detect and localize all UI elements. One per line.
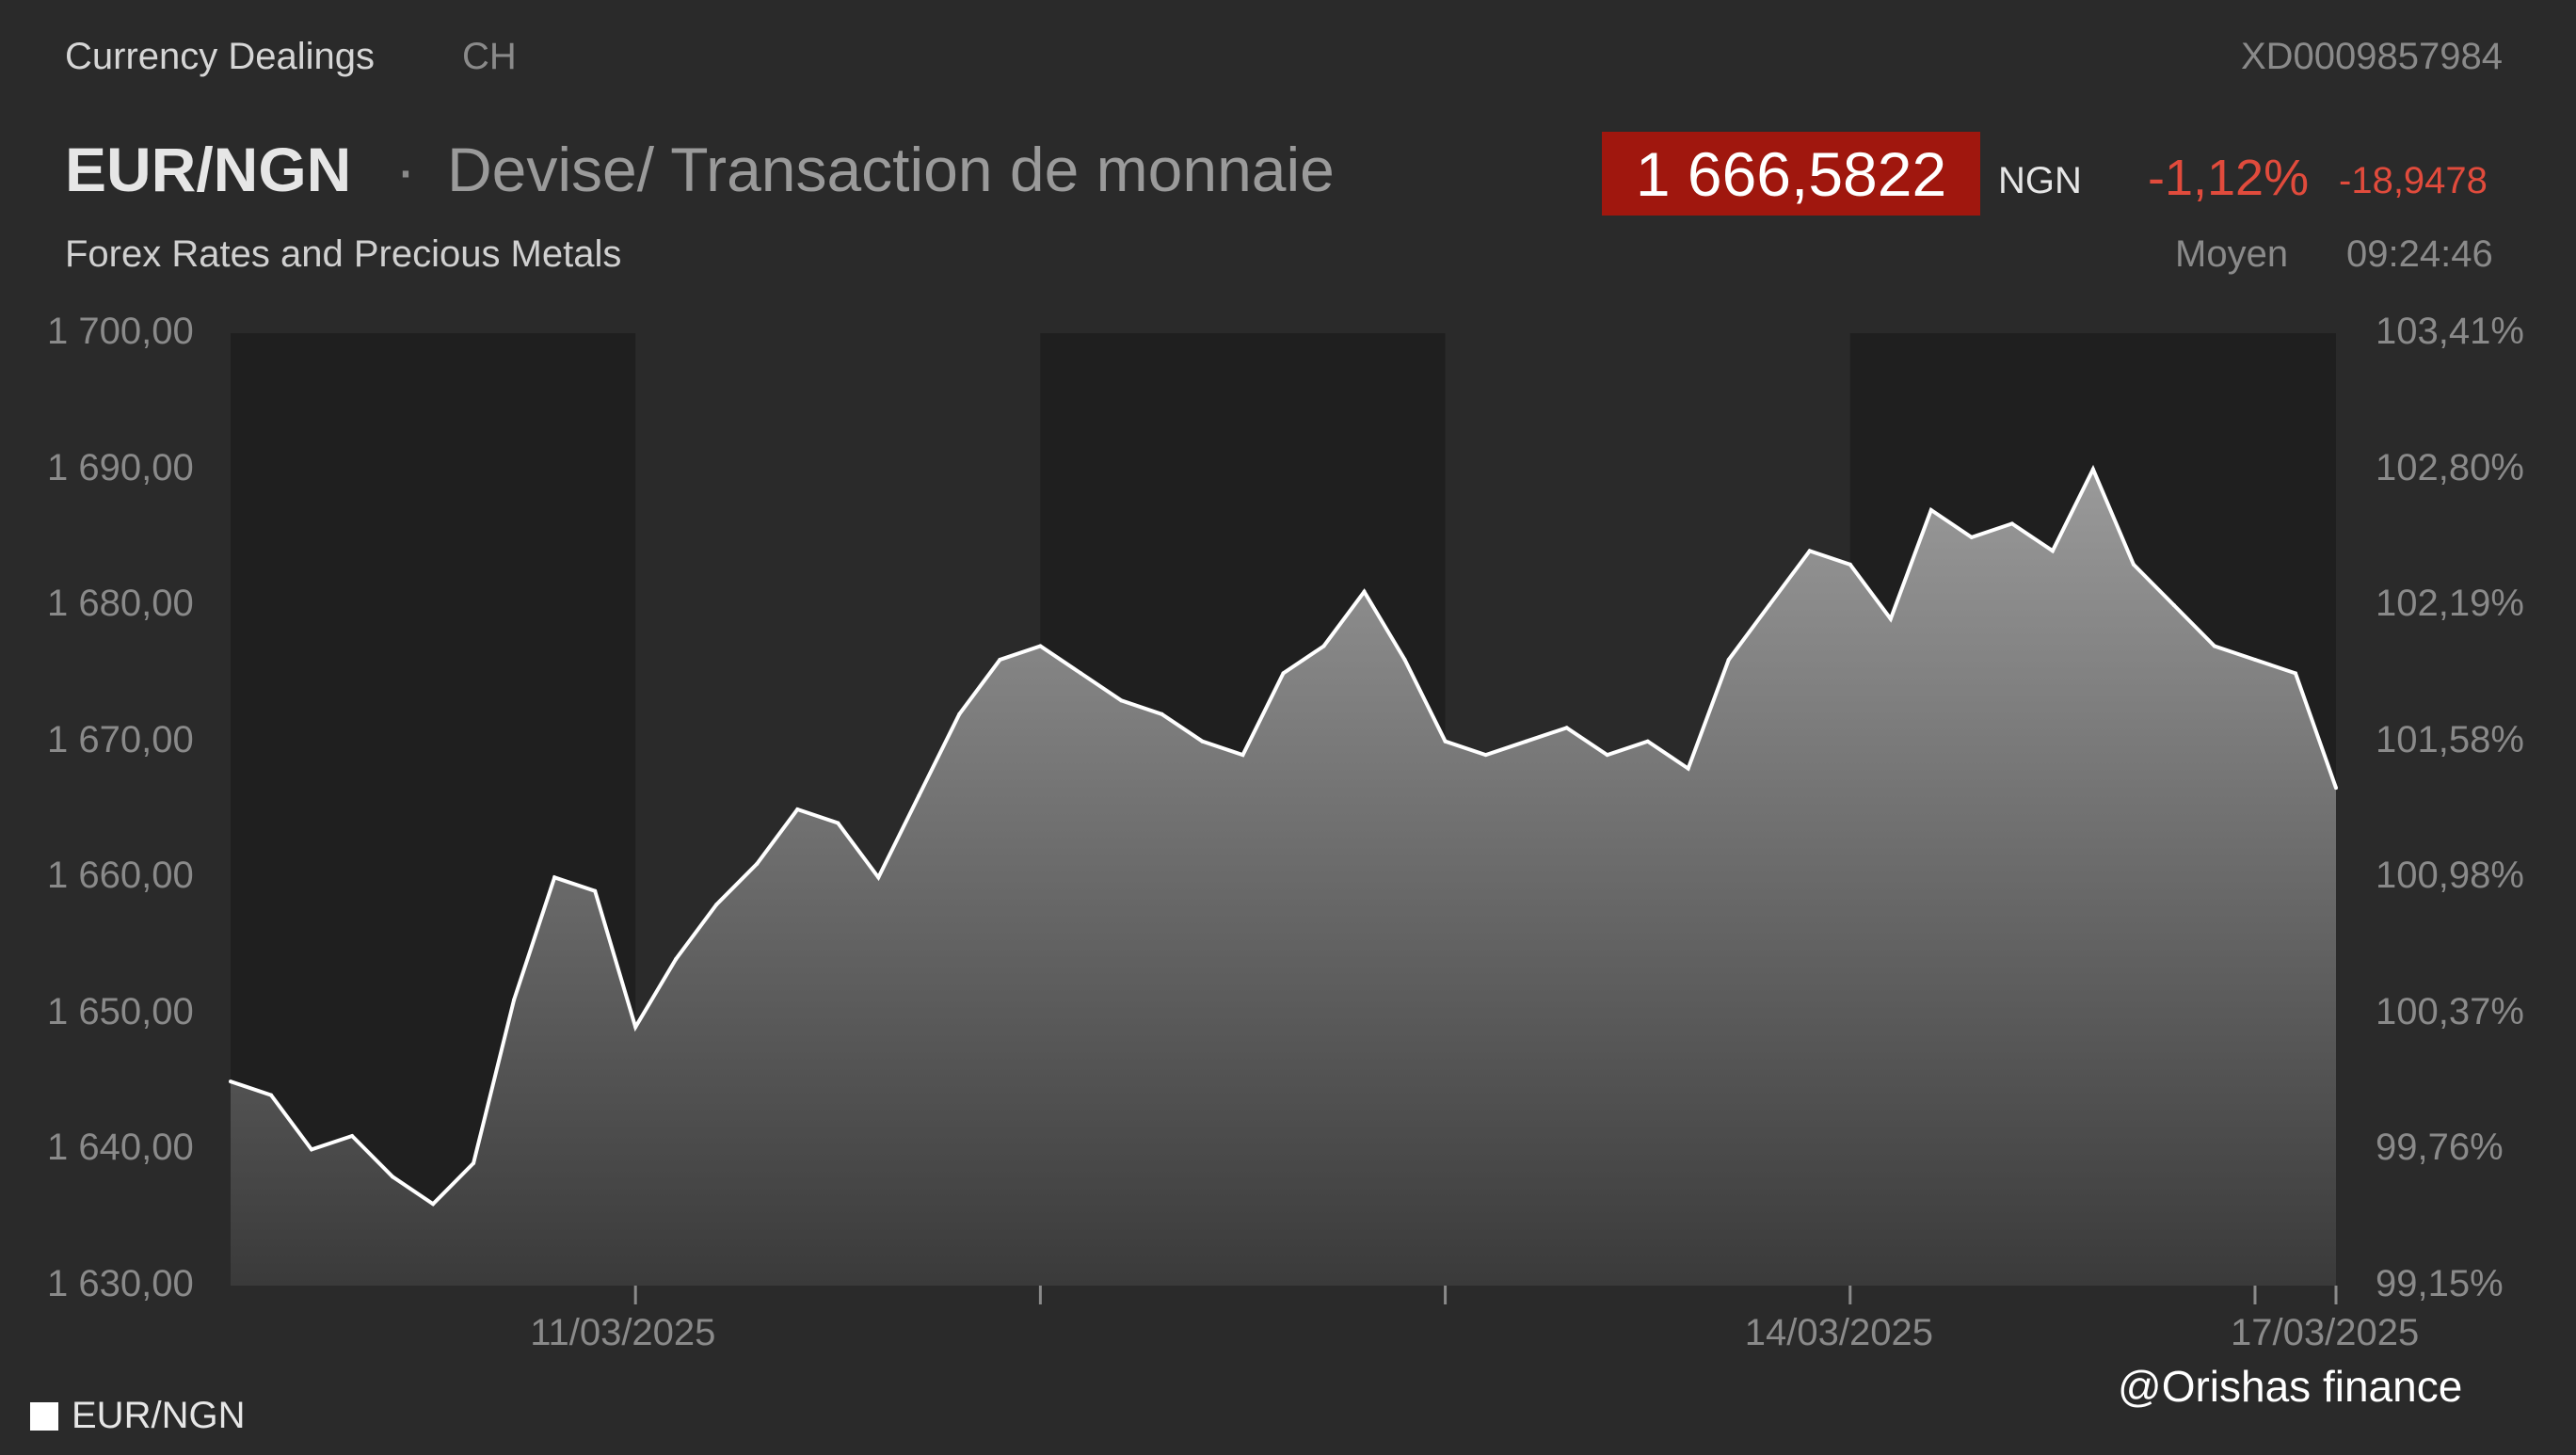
- data-point: [755, 861, 760, 866]
- y-tick-label-left: 1 660,00: [47, 855, 194, 897]
- data-point: [1483, 753, 1488, 758]
- data-point: [1645, 739, 1650, 743]
- data-point: [917, 793, 921, 798]
- x-tick-label: 11/03/2025: [530, 1312, 716, 1353]
- data-point: [1848, 562, 1852, 567]
- data-point: [269, 1093, 274, 1097]
- data-point: [1362, 589, 1367, 594]
- timestamp-label: 09:24:46: [2346, 233, 2493, 275]
- data-point: [633, 1025, 638, 1030]
- change-percent: -1,12%: [2148, 150, 2310, 206]
- data-point: [229, 1079, 232, 1084]
- data-point: [1564, 726, 1569, 730]
- series-area: [231, 469, 2336, 1287]
- y-tick-label-right: 100,98%: [2376, 855, 2524, 897]
- y-tick-label-right: 102,80%: [2376, 446, 2524, 488]
- data-point: [593, 888, 598, 893]
- data-point: [1605, 753, 1609, 758]
- y-tick-label-right: 102,19%: [2376, 583, 2524, 625]
- data-point: [836, 821, 840, 825]
- y-tick-label-left: 1 630,00: [47, 1263, 194, 1304]
- data-point: [1119, 698, 1124, 703]
- y-tick-label-left: 1 690,00: [47, 446, 194, 488]
- data-point: [1240, 753, 1245, 758]
- data-point: [674, 957, 679, 962]
- y-tick-label-left: 1 640,00: [47, 1127, 194, 1169]
- data-point: [1686, 766, 1690, 771]
- data-point: [2334, 786, 2338, 791]
- data-point: [350, 1133, 355, 1138]
- data-point: [2212, 644, 2216, 648]
- data-point: [1767, 603, 1771, 608]
- data-point: [2252, 657, 2257, 662]
- y-tick-label-right: 100,37%: [2376, 990, 2524, 1032]
- y-tick-label-left: 1 670,00: [47, 718, 194, 760]
- legend-label: EUR/NGN: [72, 1395, 246, 1436]
- data-point: [957, 712, 962, 716]
- data-point: [998, 657, 1002, 662]
- data-point: [1524, 739, 1528, 743]
- symbol-title: EUR/NGN: [65, 135, 352, 204]
- data-point: [472, 1160, 476, 1165]
- data-point: [1079, 671, 1083, 676]
- data-point: [2050, 549, 2055, 553]
- data-point: [1888, 616, 1893, 621]
- data-point: [1402, 657, 1407, 662]
- title-separator: ·: [395, 135, 416, 204]
- data-point: [391, 1175, 395, 1179]
- change-absolute: -18,9478: [2339, 160, 2488, 201]
- y-tick-label-right: 101,58%: [2376, 718, 2524, 760]
- data-point: [552, 875, 557, 880]
- data-point: [1969, 535, 1974, 539]
- exchange-label: CH: [462, 36, 517, 77]
- data-point: [1200, 739, 1205, 743]
- y-tick-label-left: 1 700,00: [47, 311, 194, 352]
- isin-label: XD0009857984: [2240, 36, 2503, 77]
- data-point: [876, 875, 881, 880]
- data-point: [1321, 644, 1326, 648]
- data-point: [512, 998, 517, 1002]
- legend-swatch: [30, 1401, 58, 1431]
- data-point: [1281, 671, 1286, 676]
- price-mode-label: Moyen: [2175, 233, 2289, 275]
- data-point: [795, 807, 800, 811]
- currency-label: NGN: [1998, 160, 2082, 201]
- y-tick-label-left: 1 650,00: [47, 990, 194, 1032]
- data-point: [1726, 657, 1731, 662]
- price-box: 1 666,5822: [1602, 132, 1980, 216]
- y-tick-label-right: 99,76%: [2376, 1127, 2504, 1169]
- market-subtitle: Forex Rates and Precious Metals: [65, 233, 622, 275]
- data-point: [310, 1147, 314, 1152]
- y-tick-label-left: 1 680,00: [47, 583, 194, 625]
- data-point: [1807, 549, 1812, 553]
- data-point: [1443, 739, 1448, 743]
- watermark: @Orishas finance: [2118, 1362, 2463, 1411]
- data-point: [1928, 507, 1933, 512]
- legend: EUR/NGN: [30, 1395, 245, 1437]
- data-point: [2171, 603, 2176, 608]
- data-point: [2131, 562, 2136, 567]
- data-point: [431, 1202, 436, 1207]
- x-tick-label: 17/03/2025: [2231, 1312, 2420, 1353]
- data-point: [2293, 671, 2297, 676]
- data-point: [1038, 644, 1043, 648]
- data-point: [714, 903, 719, 907]
- x-tick-label: 14/03/2025: [1744, 1312, 1933, 1353]
- data-point: [2009, 521, 2014, 526]
- data-point: [1160, 712, 1164, 716]
- instrument-description: Devise/ Transaction de monnaie: [447, 135, 1335, 204]
- data-point: [2090, 467, 2095, 472]
- y-tick-label-right: 103,41%: [2376, 311, 2524, 352]
- source-label: Currency Dealings: [65, 36, 376, 77]
- y-tick-label-right: 99,15%: [2376, 1263, 2504, 1304]
